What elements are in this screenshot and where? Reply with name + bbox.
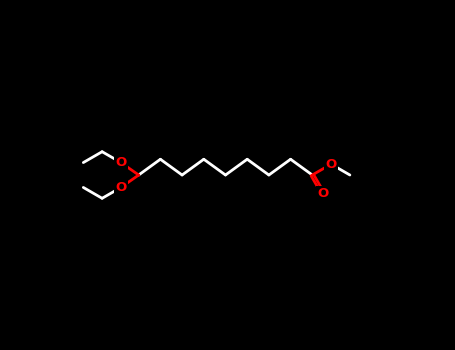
Text: O: O [115, 181, 126, 194]
Text: O: O [318, 187, 329, 200]
Text: O: O [325, 158, 337, 171]
Text: O: O [115, 156, 126, 169]
